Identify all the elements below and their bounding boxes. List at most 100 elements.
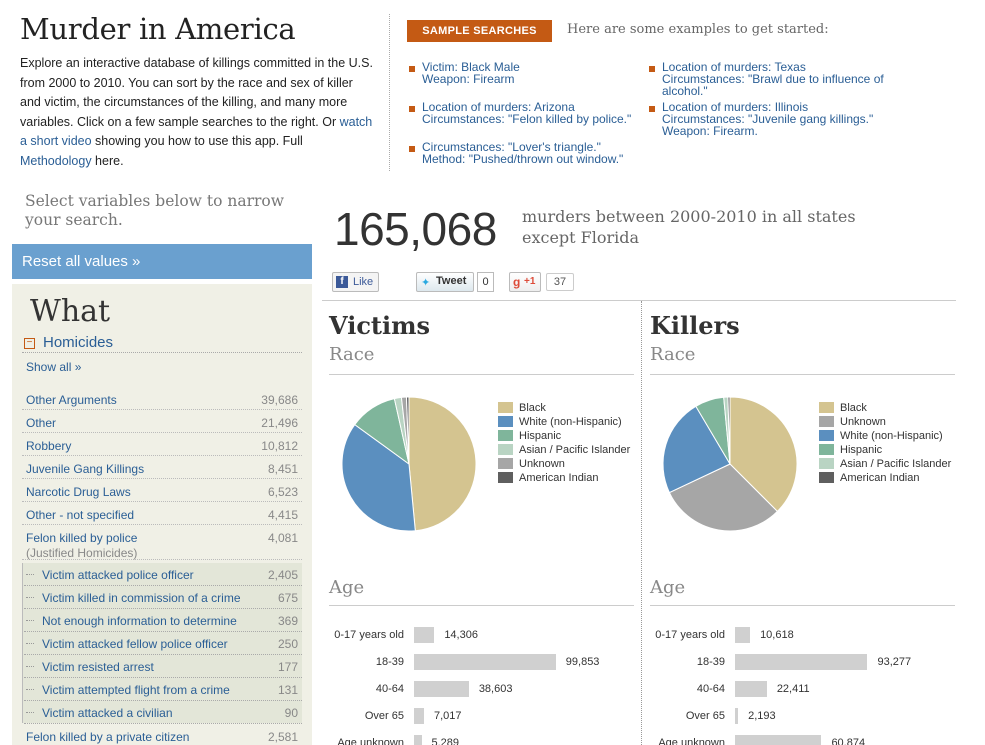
legend-label: Black [519,402,546,414]
subfilter-label: Victim attacked fellow police officer [42,637,228,651]
filter-label: Juvenile Gang Killings [26,462,145,476]
subfilter-row[interactable]: Victim attempted flight from a crime 131 [24,678,302,701]
show-all-link[interactable]: Show all » [26,360,82,374]
homicides-group[interactable]: − Homicides [22,334,302,353]
victims-race-pie-slice-5[interactable] [405,396,410,465]
filter-count: 2,581 [267,730,298,744]
subfilter-count: 675 [277,591,298,605]
section-rule [650,374,955,375]
homicides-label[interactable]: Homicides [43,334,114,351]
legend-label: Black [840,402,867,414]
sample-searches-button[interactable]: SAMPLE SEARCHES [407,20,552,42]
filter-row[interactable]: Felon killed by police (Justified Homicid… [22,525,302,560]
age-tick-label: 40-64 [375,683,404,695]
killers-race-legend: Black Unknown White (non-Hispanic) Hispanic… [819,401,951,485]
subfilter-row[interactable]: Victim attacked police officer 2,405 [24,563,302,586]
killers-race-pie-slice-5[interactable] [727,396,731,465]
filter-row[interactable]: Robbery 10,812 [22,433,302,456]
sample-line: Circumstances: "Brawl due to influence o… [662,72,884,86]
tree-connector [26,712,34,713]
facebook-like-button[interactable]: f Like [332,272,379,292]
killers-race-pie-slice-0[interactable] [729,396,798,513]
legend-label: Hispanic [840,444,883,456]
filter-row[interactable]: Other - not specified 4,415 [22,502,302,525]
sample-search-item[interactable]: Location of murders: Arizona Circumstance… [408,101,631,125]
killers-race-pie-slice-1[interactable] [668,463,779,532]
victims-race-legend-item: Unknown [498,457,630,471]
filter-label: Robbery [26,439,72,453]
legend-label: American Indian [519,472,599,484]
collapse-icon[interactable]: − [24,338,35,349]
tweet-button[interactable]: ✦ Tweet [416,272,474,292]
filter-label-text: Felon killed by police [26,531,138,545]
methodology-link[interactable]: Methodology [20,153,92,168]
tree-connector [26,574,34,575]
age-tick-label: Over 65 [364,710,404,722]
killers-race-pie-slice-2[interactable] [662,405,731,494]
subfilter-row[interactable]: Victim attacked fellow police officer 250 [24,632,302,655]
subfilter-row[interactable]: Victim attacked a civilian 90 [24,701,302,724]
sample-search-item[interactable]: Location of murders: Illinois Circumstanc… [648,101,873,137]
filter-count: 4,415 [267,508,298,522]
filter-label: Other [26,416,57,430]
victims-age-row: Age unknown 5,289 [329,735,629,745]
tree-connector [26,597,34,598]
filter-row[interactable]: Narcotic Drug Laws 6,523 [22,479,302,502]
tree-connector [26,689,34,690]
victims-race-legend-item: White (non-Hispanic) [498,415,630,429]
subfilter-row[interactable]: Not enough information to determine 369 [24,609,302,632]
victims-age-bar [414,654,556,670]
sample-search-item[interactable]: Location of murders: Texas Circumstances:… [648,61,884,97]
section-rule [650,605,955,606]
filter-row[interactable]: Juvenile Gang Killings 8,451 [22,456,302,479]
subfilter-count: 131 [277,683,298,697]
filter-row[interactable]: Other 21,496 [22,410,302,433]
age-tick-label: 0-17 years old [334,629,404,641]
victims-race-pie-slice-0[interactable] [408,396,477,532]
killers-age-row: 40-64 22,411 [650,681,950,697]
legend-swatch [498,430,513,441]
reset-all-button[interactable]: Reset all values » [12,244,312,279]
subfilter-label: Victim killed in commission of a crime [42,591,241,605]
victims-race-pie-slice-1[interactable] [341,423,416,532]
victims-race-pie-chart [341,396,477,532]
sample-line: Location of murders: Illinois [662,100,809,114]
filter-label: Narcotic Drug Laws [26,485,131,499]
sample-line: Location of murders: Arizona [422,100,575,114]
filter-row[interactable]: Felon killed by a private citizen 2,581 [22,724,302,745]
subfilter-label: Victim attacked police officer [42,568,194,582]
age-value-label: 10,618 [760,629,794,641]
subfilter-row[interactable]: Victim killed in commission of a crime 67… [24,586,302,609]
legend-swatch [819,416,834,427]
google-plus-button[interactable]: g +1 [509,272,541,292]
legend-label: Hispanic [519,430,562,442]
filter-count: 10,812 [261,439,298,453]
subfilter-label: Not enough information to determine [42,614,237,628]
filter-row[interactable]: Other Arguments 39,686 [22,387,302,410]
sample-search-item[interactable]: Circumstances: "Lover's triangle." Method… [408,141,623,165]
legend-swatch [819,472,834,483]
victims-age-row: Over 65 7,017 [329,708,629,724]
sample-search-item[interactable]: Victim: Black Male Weapon: Firearm [408,61,520,85]
sample-line: Method: "Pushed/thrown out window." [422,152,624,166]
age-tick-label: 18-39 [375,656,404,668]
victims-race-legend: Black White (non-Hispanic) Hispanic Asian /… [498,401,630,485]
killers-age-heading: Age [650,577,686,598]
legend-swatch [498,472,513,483]
subfilter-row[interactable]: Victim resisted arrest 177 [24,655,302,678]
killers-race-legend-item: Hispanic [819,443,951,457]
intro-text-part: Explore an interactive database of killi… [20,56,373,129]
filter-count: 4,081 [267,531,298,545]
narrow-search-hint: Select variables below to narrow your se… [25,192,285,229]
filter-label: Felon killed by a private citizen [26,730,190,744]
victims-race-legend-item: American Indian [498,471,630,485]
video-link[interactable]: watch a short video [20,114,373,149]
total-murders-count: 165,068 [334,203,497,255]
legend-swatch [819,402,834,413]
age-tick-label: Age unknown [337,737,404,745]
twitter-bird-icon: ✦ [421,277,431,289]
legend-label: Asian / Pacific Islander [519,444,631,456]
sample-line: alcohol." [662,84,708,98]
killers-age-row: 18-39 93,277 [650,654,950,670]
plus-one-count: 37 [546,273,574,291]
